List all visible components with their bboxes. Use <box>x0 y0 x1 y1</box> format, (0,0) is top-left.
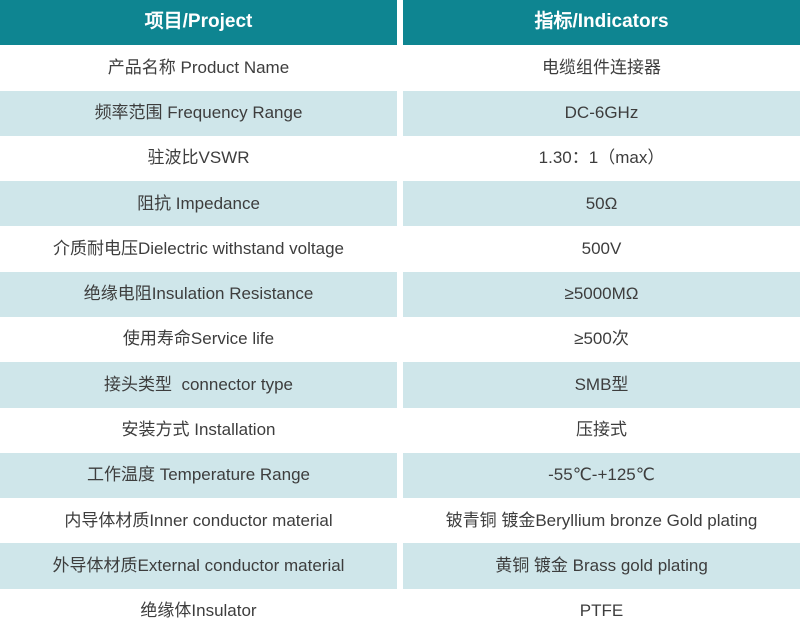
project-cell: 安装方式 Installation <box>0 407 397 453</box>
project-cell: 绝缘电阻Insulation Resistance <box>0 271 397 317</box>
project-cell: 绝缘体Insulator <box>0 588 397 634</box>
header-project: 项目/Project <box>0 0 397 46</box>
project-cell: 内导体材质Inner conductor material <box>0 498 397 544</box>
project-cell: 外导体材质External conductor material <box>0 543 397 589</box>
indicator-cell: ≥500次 <box>403 316 800 363</box>
table-row: 绝缘体Insulator PTFE <box>0 588 800 634</box>
indicator-cell: 50Ω <box>403 181 800 227</box>
table-row: 内导体材质Inner conductor material 铍青铜 镀金Bery… <box>0 498 800 544</box>
project-cell: 使用寿命Service life <box>0 316 397 363</box>
table-row: 外导体材质External conductor material 黄铜 镀金 B… <box>0 543 800 589</box>
project-cell: 介质耐电压Dielectric withstand voltage <box>0 226 397 272</box>
project-cell: 频率范围 Frequency Range <box>0 90 397 136</box>
table-header-row: 项目/Project 指标/Indicators <box>0 0 800 46</box>
project-cell: 阻抗 Impedance <box>0 181 397 227</box>
indicator-cell: 电缆组件连接器 <box>403 45 800 91</box>
table-row: 驻波比VSWR 1.30：1（max） <box>0 135 800 182</box>
indicator-cell: PTFE <box>403 588 800 634</box>
table-row: 使用寿命Service life ≥500次 <box>0 316 800 363</box>
project-cell: 产品名称 Product Name <box>0 45 397 91</box>
indicator-cell: ≥5000MΩ <box>403 271 800 317</box>
project-cell: 接头类型 connector type <box>0 362 397 408</box>
indicator-cell: 500V <box>403 226 800 272</box>
indicator-cell: DC-6GHz <box>403 90 800 136</box>
table-row: 接头类型 connector type SMB型 <box>0 362 800 408</box>
table-row: 频率范围 Frequency Range DC-6GHz <box>0 90 800 136</box>
indicator-cell: SMB型 <box>403 362 800 408</box>
indicator-cell: 1.30：1（max） <box>403 135 800 182</box>
indicator-cell: 压接式 <box>403 407 800 453</box>
indicator-cell: -55℃-+125℃ <box>403 452 800 499</box>
table-row: 安装方式 Installation 压接式 <box>0 407 800 453</box>
table-row: 产品名称 Product Name 电缆组件连接器 <box>0 45 800 91</box>
table-row: 工作温度 Temperature Range -55℃-+125℃ <box>0 452 800 499</box>
table-row: 阻抗 Impedance 50Ω <box>0 181 800 227</box>
project-cell: 工作温度 Temperature Range <box>0 452 397 499</box>
table-row: 介质耐电压Dielectric withstand voltage 500V <box>0 226 800 272</box>
indicator-cell: 铍青铜 镀金Beryllium bronze Gold plating <box>403 498 800 544</box>
indicator-cell: 黄铜 镀金 Brass gold plating <box>403 543 800 589</box>
project-cell: 驻波比VSWR <box>0 135 397 182</box>
header-indicators: 指标/Indicators <box>403 0 800 46</box>
table-row: 绝缘电阻Insulation Resistance ≥5000MΩ <box>0 271 800 317</box>
